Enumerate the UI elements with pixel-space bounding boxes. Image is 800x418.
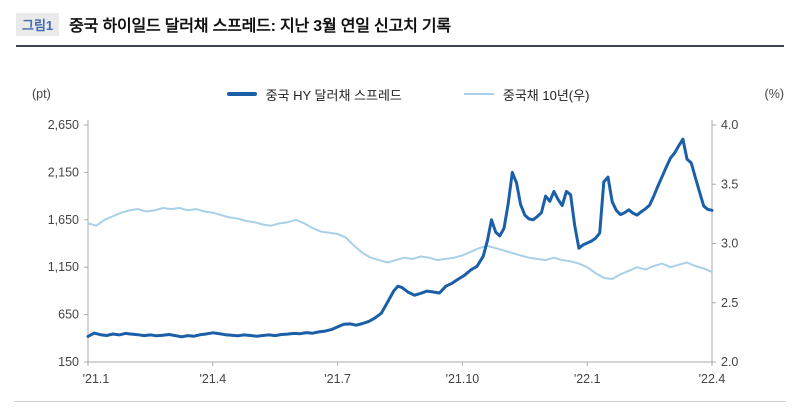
left-axis-tick-label: 2,150 <box>48 165 79 179</box>
right-axis-tick-label: 4.0 <box>721 118 738 132</box>
right-axis-tick-label: 3.5 <box>721 177 738 191</box>
right-axis-tick-label: 3.0 <box>721 237 738 251</box>
legend-row: (pt) 중국 HY 달러채 스프레드 중국채 10년(우) (%) <box>16 84 784 104</box>
figure-header: 그림1 중국 하이일드 달러채 스프레드: 지난 3월 연일 신고치 기록 <box>16 12 784 47</box>
figure-bottom-rule <box>14 401 786 402</box>
left-axis-tick-label: 150 <box>58 355 79 369</box>
left-axis-tick-label: 2,650 <box>48 118 79 132</box>
spread-line-series <box>86 137 714 339</box>
legend-item-yield: 중국채 10년(우) <box>463 85 590 104</box>
right-axis-unit: (%) <box>764 87 784 101</box>
yield-line-swatch <box>463 93 494 95</box>
left-axis-tick-label: 650 <box>58 308 79 322</box>
x-axis-tick-label: '21.7 <box>324 372 351 386</box>
right-axis-tick-label: 2.0 <box>721 355 738 369</box>
legend-label-yield: 중국채 10년(우) <box>502 87 590 103</box>
yield-line-series <box>87 207 713 280</box>
left-axis-unit: (pt) <box>32 87 51 101</box>
figure-title: 중국 하이일드 달러채 스프레드: 지난 3월 연일 신고치 기록 <box>69 18 451 35</box>
figure-label: 그림1 <box>16 12 60 36</box>
spread-line-swatch <box>226 92 257 96</box>
x-axis-tick-label: '21.4 <box>199 372 226 386</box>
x-axis-tick-label: '21.1 <box>83 372 110 386</box>
legend-label-spread: 중국 HY 달러채 스프레드 <box>265 87 402 103</box>
left-axis-tick-label: 1,150 <box>48 260 79 274</box>
right-axis-tick-label: 2.5 <box>721 296 738 310</box>
x-axis-tick-label: '22.4 <box>699 372 726 386</box>
x-axis-tick-label: '21.10 <box>446 372 480 386</box>
chart-legend: 중국 HY 달러채 스프레드 중국채 10년(우) <box>106 85 710 104</box>
legend-item-spread: 중국 HY 달러채 스프레드 <box>226 85 402 104</box>
left-axis-tick-label: 1,650 <box>48 213 79 227</box>
x-axis-tick-label: '22.1 <box>574 372 601 386</box>
